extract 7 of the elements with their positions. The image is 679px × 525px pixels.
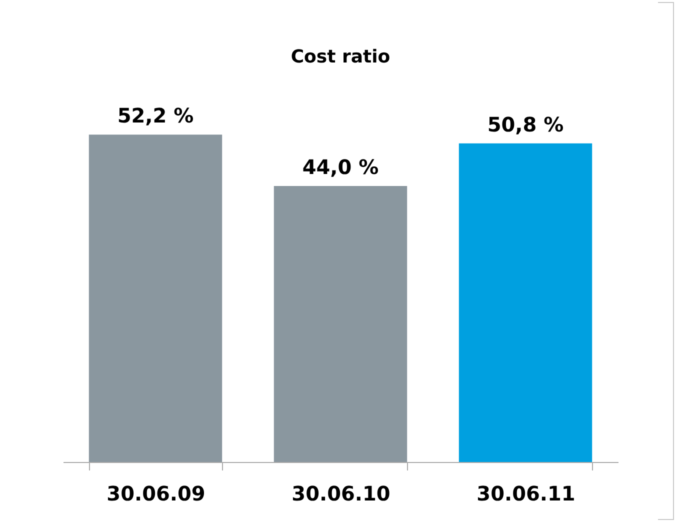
chart-title: Cost ratio <box>290 46 390 68</box>
data-label: 50,8 % <box>487 112 564 136</box>
x-tick-label: 30.06.11 <box>476 482 576 506</box>
x-tick-label: 30.06.09 <box>106 482 206 506</box>
data-label: 44,0 % <box>302 155 379 179</box>
x-tick-label: 30.06.10 <box>292 482 390 506</box>
data-label: 52,2 % <box>117 104 194 128</box>
